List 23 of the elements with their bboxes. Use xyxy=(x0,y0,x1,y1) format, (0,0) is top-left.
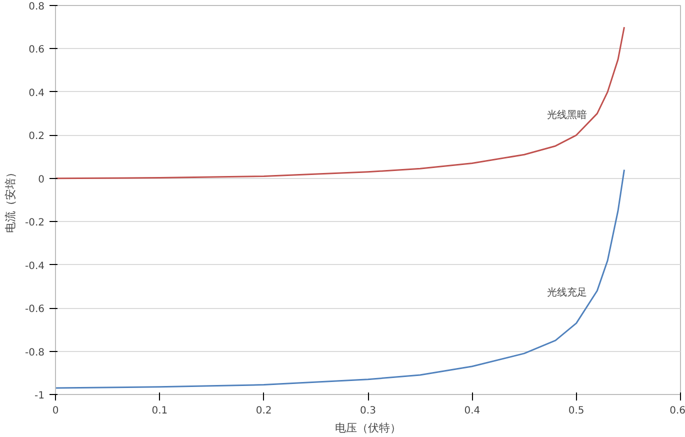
series-label: 光线充足 xyxy=(547,286,588,298)
x-tick-label: 0.4 xyxy=(464,406,480,416)
y-tick-label: 0.8 xyxy=(28,2,45,12)
line-series xyxy=(56,168,625,389)
y-tick-label: -0.2 xyxy=(24,218,45,229)
y-tick-label: 0.6 xyxy=(28,44,45,56)
y-tick-label: 0.2 xyxy=(28,131,45,142)
y-tick-label: -1 xyxy=(34,390,45,402)
series-label: 光线黑暗 xyxy=(547,109,588,122)
y-axis-title: 电流（安培） xyxy=(4,167,17,233)
x-tick-label: 0.2 xyxy=(256,406,272,416)
x-axis-title: 电压（伏特） xyxy=(335,422,401,434)
x-tick-label: 0.5 xyxy=(568,406,584,416)
x-tick-label: 0.1 xyxy=(152,406,168,416)
x-tick-label: 0 xyxy=(52,406,59,416)
x-tick-label: 0.3 xyxy=(360,406,376,416)
y-tick-label: 0 xyxy=(38,174,45,186)
x-tick-label: 0.6 xyxy=(670,406,685,416)
y-tick-label: -0.6 xyxy=(24,304,45,316)
y-tick-label: -0.8 xyxy=(24,347,45,358)
y-tick-label: -0.4 xyxy=(24,260,45,272)
y-tick-label: 0.4 xyxy=(28,88,45,99)
line-series xyxy=(56,26,625,180)
